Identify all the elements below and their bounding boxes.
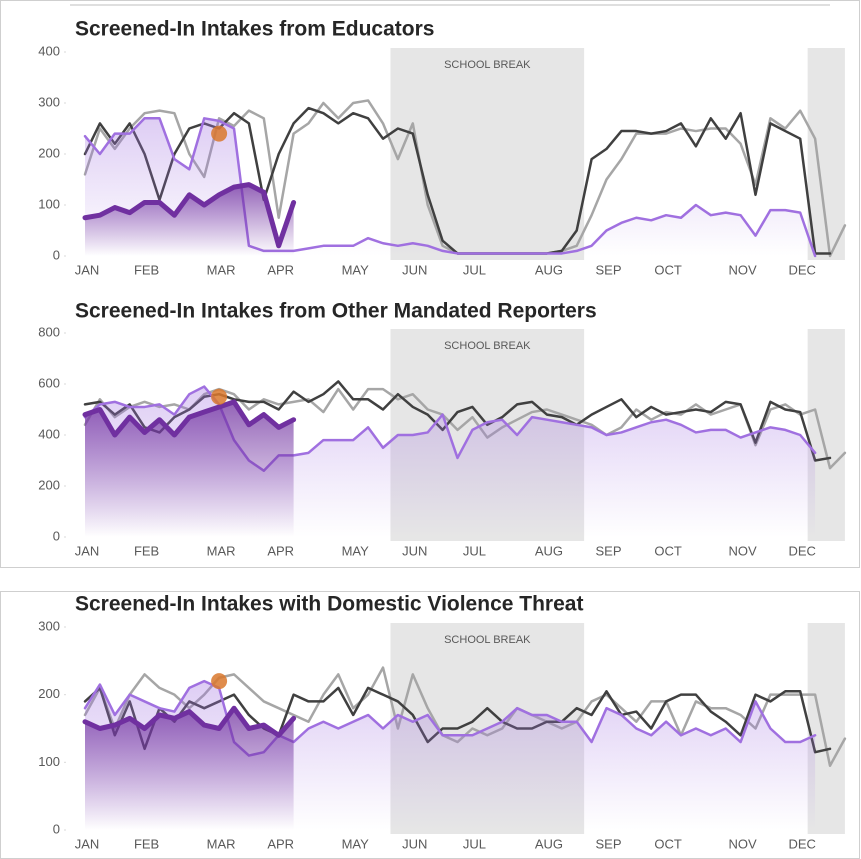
series-area xyxy=(85,118,816,256)
x-tick-label: NOV xyxy=(729,836,758,851)
y-tick-label: 800 xyxy=(38,324,60,339)
x-tick-label: OCT xyxy=(654,836,682,851)
y-tick-label: 200 xyxy=(38,145,60,160)
x-tick-label: OCT xyxy=(654,262,682,277)
x-tick-label: APR xyxy=(267,543,294,558)
band-label: SCHOOL BREAK xyxy=(444,59,531,71)
highlight-marker xyxy=(211,673,228,690)
x-tick-label: JAN xyxy=(75,543,100,558)
x-tick-label: JUN xyxy=(402,836,427,851)
x-tick-label: DEC xyxy=(788,262,815,277)
y-tick-label: 300 xyxy=(38,94,60,109)
x-tick-label: MAY xyxy=(342,543,370,558)
x-tick-label: MAY xyxy=(342,836,370,851)
band-label: SCHOOL BREAK xyxy=(444,340,531,352)
y-tick-label: 0 xyxy=(53,821,60,836)
series-line xyxy=(82,399,297,438)
x-tick-label: MAR xyxy=(207,836,236,851)
series-line xyxy=(83,679,817,757)
series-area xyxy=(85,401,294,537)
series-line xyxy=(82,182,297,249)
series-line xyxy=(83,387,847,470)
x-tick-label: MAR xyxy=(207,543,236,558)
panel xyxy=(0,0,860,568)
y-tick-label: 0 xyxy=(53,528,60,543)
y-tick-label: 200 xyxy=(38,477,60,492)
x-tick-label: NOV xyxy=(729,262,758,277)
shaded-band xyxy=(390,48,585,260)
x-tick-label: MAY xyxy=(342,262,370,277)
chart-title: Screened-In Intakes from Educators xyxy=(75,18,434,41)
y-tick-label: 100 xyxy=(38,754,60,769)
y-tick-label: 0 xyxy=(53,247,60,262)
series-line xyxy=(83,117,817,258)
x-tick-label: FEB xyxy=(134,262,159,277)
y-tick-label: 200 xyxy=(38,686,60,701)
x-tick-label: APR xyxy=(267,836,294,851)
chart-title: Screened-In Intakes from Other Mandated … xyxy=(75,300,597,323)
y-tick-label: 100 xyxy=(38,196,60,211)
x-tick-label: DEC xyxy=(788,836,815,851)
y-tick-label: 400 xyxy=(38,426,60,441)
x-tick-label: SEP xyxy=(595,836,621,851)
series-area xyxy=(85,184,294,256)
x-tick-label: JUL xyxy=(463,262,486,277)
x-tick-label: JUN xyxy=(402,543,427,558)
x-tick-label: JUL xyxy=(463,836,486,851)
x-tick-label: AUG xyxy=(535,836,563,851)
band-label: SCHOOL BREAK xyxy=(444,634,531,646)
x-tick-label: FEB xyxy=(134,836,159,851)
x-tick-label: APR xyxy=(267,262,294,277)
x-tick-label: SEP xyxy=(595,262,621,277)
x-tick-label: DEC xyxy=(788,543,815,558)
x-tick-label: NOV xyxy=(729,543,758,558)
chart-title: Screened-In Intakes with Domestic Violen… xyxy=(75,593,583,616)
x-tick-label: SEP xyxy=(595,543,621,558)
x-tick-label: JUN xyxy=(402,262,427,277)
y-tick-label: 300 xyxy=(38,618,60,633)
x-tick-label: AUG xyxy=(535,262,563,277)
x-tick-label: JUL xyxy=(463,543,486,558)
x-tick-label: AUG xyxy=(535,543,563,558)
series-line xyxy=(82,705,297,738)
series-area xyxy=(85,708,294,830)
x-tick-label: JAN xyxy=(75,836,100,851)
series-line xyxy=(83,385,817,472)
x-tick-label: MAR xyxy=(207,262,236,277)
x-tick-label: OCT xyxy=(654,543,682,558)
highlight-marker xyxy=(211,388,228,405)
highlight-marker xyxy=(211,125,228,142)
x-tick-label: JAN xyxy=(75,262,100,277)
y-tick-label: 600 xyxy=(38,375,60,390)
x-tick-label: FEB xyxy=(134,543,159,558)
y-tick-label: 400 xyxy=(38,43,60,58)
